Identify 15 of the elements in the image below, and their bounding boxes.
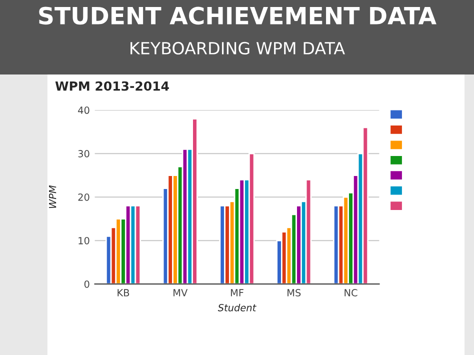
x-tick-label: KB xyxy=(118,289,130,296)
y-tick-label: 30 xyxy=(78,150,90,158)
x-axis-title: Student xyxy=(218,304,256,312)
text: KEYBOARDING WPM DATA xyxy=(130,42,345,55)
x-tick-label: NC xyxy=(344,289,358,296)
chart-title: WPM 2013-2014 xyxy=(55,81,169,91)
y-tick-label: 0 xyxy=(84,280,90,288)
x-tick-label: MV xyxy=(174,289,188,296)
x-tick-label: MF xyxy=(230,289,244,296)
y-tick-label: 40 xyxy=(78,106,90,114)
x-tick-label: MS xyxy=(288,289,301,296)
y-tick-label: 10 xyxy=(78,236,90,244)
y-tick-label: 20 xyxy=(78,194,90,201)
text: STUDENT ACHIEVEMENT DATA xyxy=(39,6,436,25)
y-axis-title: WPM xyxy=(49,185,56,208)
